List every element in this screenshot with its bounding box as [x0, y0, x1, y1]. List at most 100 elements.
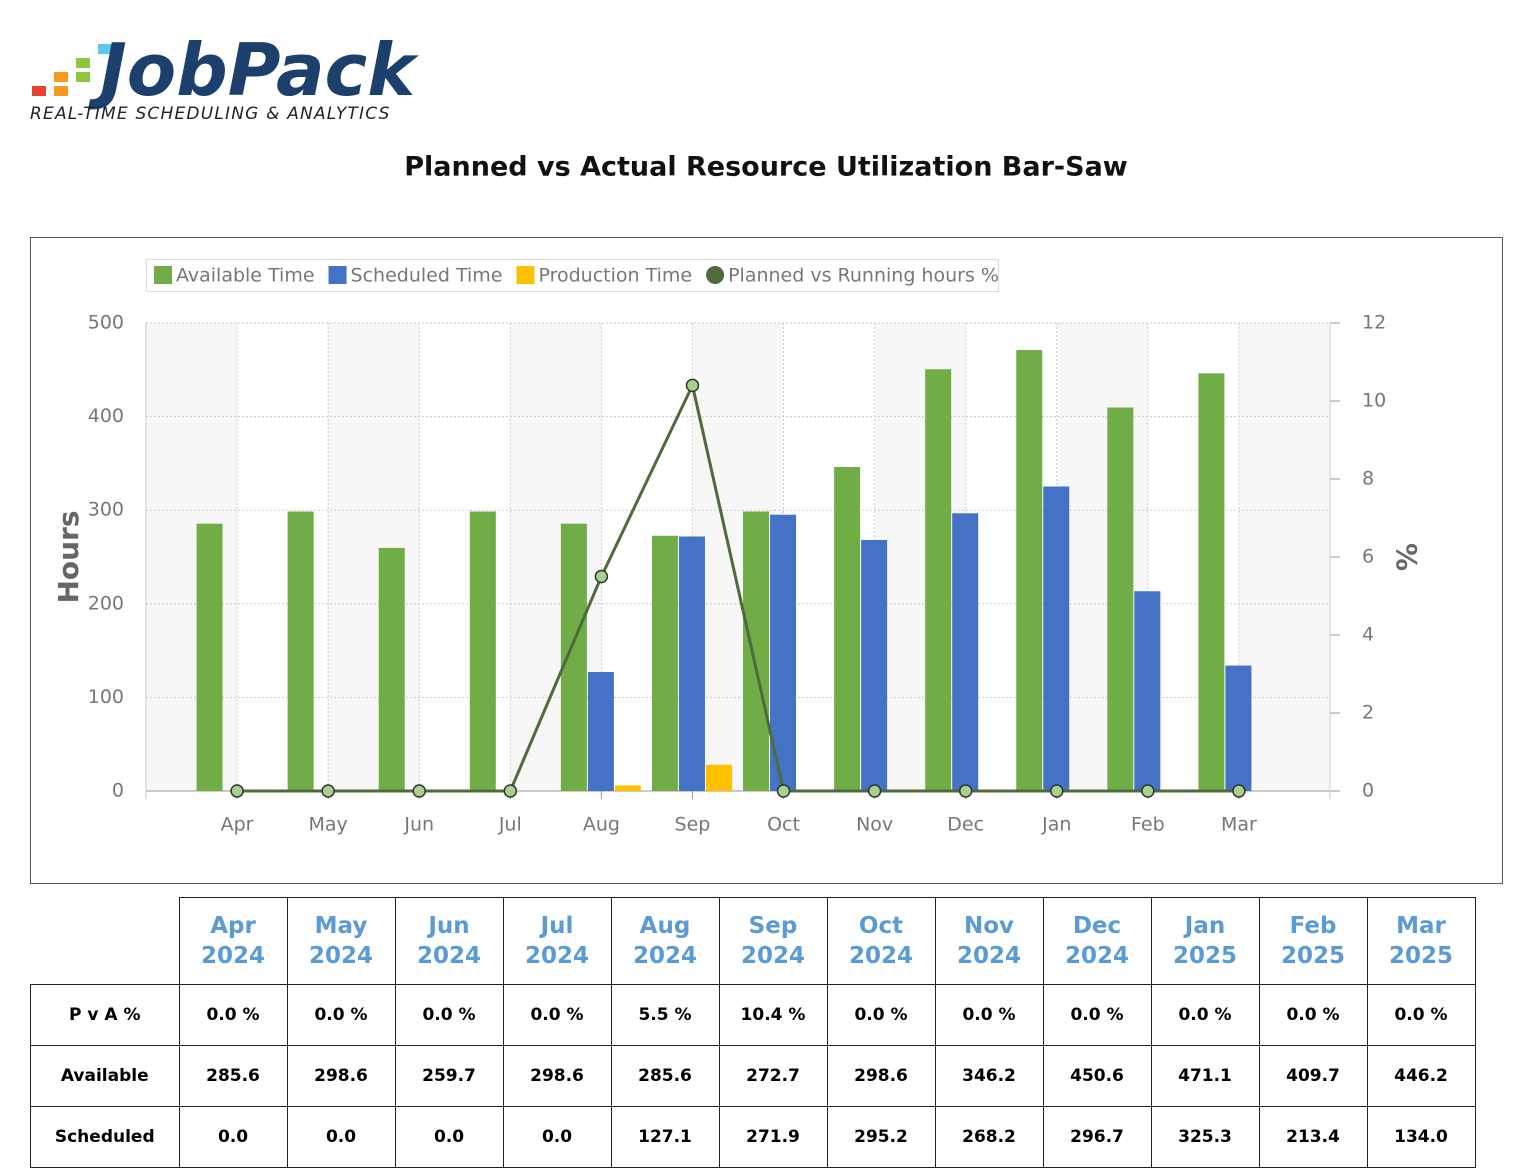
- legend-label: Available Time: [176, 265, 315, 287]
- table-cell: 450.6: [1042, 1045, 1152, 1107]
- logo-block: [32, 86, 46, 96]
- line-marker: [867, 784, 882, 798]
- y2-axis-label: %: [1390, 543, 1423, 571]
- bar: [705, 764, 732, 791]
- column-header-text: Aug 2024: [632, 913, 697, 969]
- table-row: P v A % 0.0 % 0.0 % 0.0 % 0.0 % 5.5 % 10.4 % 0.…: [30, 984, 1476, 1046]
- data-table: Apr 2024 May 2024 Jun 2024 Jul 2024 Aug 2024…: [30, 897, 1476, 1168]
- table-cell: 295.2: [826, 1106, 936, 1168]
- plot-band: [328, 323, 420, 791]
- table-cell: 0.0 %: [934, 984, 1044, 1046]
- y2-tick-label: 12: [1362, 312, 1386, 334]
- table-cell: 325.3: [1150, 1106, 1260, 1168]
- column-header: Apr 2024: [178, 897, 288, 985]
- legend-label: Planned vs Running hours %: [728, 265, 999, 287]
- table-cell: 0.0 %: [1258, 984, 1368, 1046]
- column-header: Sep 2024: [718, 897, 828, 985]
- table-cell: 409.7: [1258, 1045, 1368, 1107]
- column-header: Nov 2024: [934, 897, 1044, 985]
- table-cell: 0.0 %: [1150, 984, 1260, 1046]
- table-cell: 0.0: [178, 1106, 288, 1168]
- bar: [651, 535, 678, 791]
- plot-band: [510, 323, 602, 791]
- column-header-text: Nov 2024: [956, 913, 1021, 969]
- line-marker: [503, 784, 518, 798]
- logo-block: [76, 58, 90, 68]
- bar: [1016, 350, 1043, 791]
- legend-swatch: [154, 266, 172, 284]
- logo-block: [98, 44, 112, 54]
- column-header: Jun 2024: [394, 897, 504, 985]
- corner-cell: [30, 897, 180, 985]
- chart-title: Planned vs Actual Resource Utilization B…: [404, 152, 1128, 183]
- line-marker: [685, 378, 700, 393]
- table-cell: 0.0 %: [286, 984, 396, 1046]
- bar: [1134, 591, 1161, 791]
- legend-box: [146, 259, 999, 292]
- bar: [560, 523, 587, 791]
- bar: [587, 672, 614, 791]
- x-tick-label: Jan: [1041, 814, 1071, 836]
- plot-band: [874, 323, 966, 791]
- column-header-text: Sep 2024: [740, 913, 805, 969]
- y-tick-label: 500: [88, 312, 124, 334]
- column-header-text: Apr 2024: [200, 913, 265, 969]
- bar: [1107, 407, 1134, 791]
- column-header-text: Jun 2024: [417, 913, 482, 969]
- x-tick-label: Dec: [947, 814, 984, 836]
- column-header: Dec 2024: [1042, 897, 1152, 985]
- table-cell: 296.7: [1042, 1106, 1152, 1168]
- table-cell: 298.6: [502, 1045, 612, 1107]
- column-header: Jul 2024: [502, 897, 612, 985]
- bar: [952, 513, 979, 791]
- column-header: Oct 2024: [826, 897, 936, 985]
- bar: [614, 785, 641, 791]
- table-cell: 0.0: [286, 1106, 396, 1168]
- line-marker: [230, 784, 244, 798]
- legend-swatch: [706, 266, 725, 284]
- bar: [925, 369, 952, 791]
- legend-label: Scheduled Time: [351, 265, 503, 287]
- bar: [1043, 486, 1070, 791]
- table-row: Available 285.6 298.6 259.7 298.6 285.6 272.7 2…: [30, 1045, 1476, 1107]
- line-marker: [1050, 784, 1064, 798]
- table-cell: 298.6: [286, 1045, 396, 1107]
- x-tick-label: Apr: [221, 814, 254, 836]
- logo-tagline: REAL-TIME SCHEDULING & ANALYTICS: [30, 104, 391, 124]
- y-tick-label: 100: [88, 686, 124, 708]
- plot-band: [1238, 323, 1330, 791]
- bar: [196, 523, 223, 791]
- x-tick-label: Jul: [498, 814, 522, 836]
- bar: [743, 511, 770, 791]
- table-row: Scheduled 0.0 0.0 0.0 0.0 127.1 271.9 295.2 268.…: [30, 1106, 1476, 1168]
- table-cell: 346.2: [934, 1045, 1044, 1107]
- logo-block: [54, 72, 68, 82]
- table-cell: 0.0 %: [178, 984, 288, 1046]
- table-cell: 259.7: [394, 1045, 504, 1107]
- column-header-text: Feb 2025: [1280, 913, 1345, 969]
- logo: JobPack REAL-TIME SCHEDULING & ANALYTICS: [30, 28, 419, 124]
- y-tick-label: 0: [112, 780, 124, 802]
- x-tick-label: May: [309, 814, 348, 836]
- legend-swatch: [328, 266, 347, 284]
- line-marker: [1232, 784, 1246, 798]
- logo-block: [54, 86, 68, 96]
- table-cell: 298.6: [826, 1045, 936, 1107]
- table-cell: 285.6: [178, 1045, 288, 1107]
- table-cell: 268.2: [934, 1106, 1044, 1168]
- y2-tick-label: 0: [1362, 780, 1374, 802]
- column-header: Feb 2025: [1258, 897, 1368, 985]
- x-tick-label: Feb: [1131, 814, 1165, 836]
- chart-frame: [30, 237, 1503, 884]
- line-marker: [412, 784, 426, 798]
- x-tick-label: Oct: [767, 814, 800, 836]
- x-tick-label: Aug: [583, 814, 620, 836]
- y-tick-label: 400: [88, 405, 124, 427]
- table-cell: 271.9: [718, 1106, 828, 1168]
- plot-band: [692, 323, 784, 791]
- line: [237, 380, 1239, 793]
- column-header-text: Oct 2024: [849, 913, 914, 969]
- row-header: Scheduled: [30, 1106, 180, 1168]
- y-tick-label: 200: [88, 592, 124, 614]
